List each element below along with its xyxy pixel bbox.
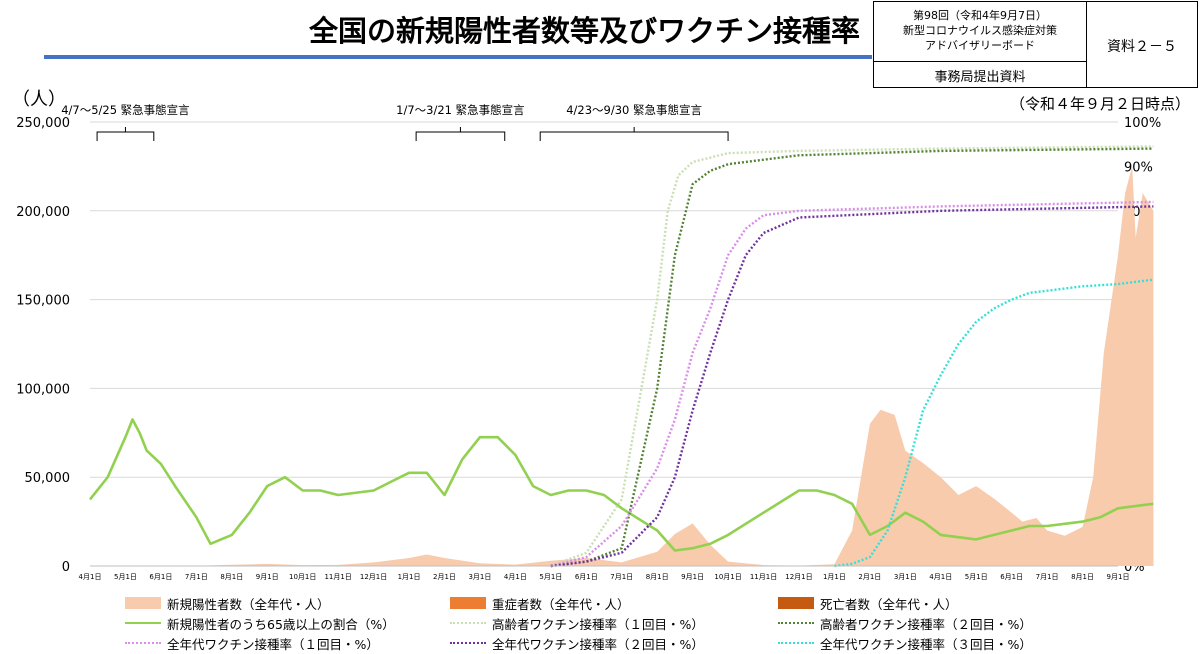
- legend-item: 重症者数（全年代・人）: [450, 593, 630, 613]
- chart-legend: 新規陽性者数（全年代・人） 重症者数（全年代・人） 死亡者数（全年代・人） 新規陽性者…: [0, 592, 1200, 654]
- legend-item: 全年代ワクチン接種率（３回目・%）: [778, 633, 1032, 653]
- y-tick-label: 150,000: [16, 294, 70, 309]
- x-tick-label: 4月1日: [79, 573, 102, 581]
- series-line: [550, 147, 1154, 568]
- x-tick-label: 1月1日: [398, 573, 421, 581]
- chart: 050,000100,000150,000200,000250,0000%10%…: [16, 103, 1161, 581]
- legend-label: 高齢者ワクチン接種率（２回目・%）: [820, 616, 1032, 632]
- series-line: [550, 200, 1154, 568]
- x-tick-label: 12月1日: [785, 573, 812, 581]
- legend-swatch: [450, 642, 486, 644]
- x-tick-label: 9月1日: [681, 573, 704, 581]
- y-axis-unit: （人）: [12, 89, 66, 110]
- x-tick-label: 3月1日: [894, 573, 917, 581]
- x-tick-label: 7月1日: [1036, 573, 1059, 581]
- legend-label: 高齢者ワクチン接種率（１回目・%）: [492, 616, 704, 632]
- x-tick-label: 2月1日: [858, 573, 881, 581]
- x-tick-label: 4月1日: [929, 573, 952, 581]
- x-tick-label: 5月1日: [114, 573, 137, 581]
- legend-label: 全年代ワクチン接種率（１回目・%）: [167, 636, 379, 652]
- x-tick-label: 9月1日: [256, 573, 279, 581]
- legend-swatch: [450, 597, 486, 609]
- series-line: [550, 205, 1154, 568]
- x-tick-label: 5月1日: [965, 573, 988, 581]
- x-tick-label: 10月1日: [714, 573, 741, 581]
- legend-item: 高齢者ワクチン接種率（１回目・%）: [450, 613, 704, 633]
- legend-swatch: [778, 597, 814, 609]
- meeting-info-line: アドバイザリーボード: [925, 39, 1035, 52]
- legend-item: 全年代ワクチン接種率（１回目・%）: [125, 633, 379, 653]
- meeting-info: 第98回（令和4年9月7日） 新型コロナウイルス感染症対策 アドバイザリーボード: [874, 2, 1087, 62]
- y2-tick-label: 100%: [1124, 116, 1161, 131]
- legend-swatch: [125, 622, 161, 624]
- title-underline: [44, 55, 872, 59]
- series-line: [550, 145, 1154, 568]
- meeting-info-line: 第98回（令和4年9月7日）: [913, 9, 1047, 22]
- legend-item: 新規陽性者のうち65歳以上の割合（%）: [125, 613, 395, 633]
- y-tick-label: 50,000: [25, 471, 71, 486]
- legend-label: 全年代ワクチン接種率（２回目・%）: [492, 636, 704, 652]
- x-tick-label: 9月1日: [1107, 573, 1130, 581]
- legend-swatch: [778, 622, 814, 624]
- legend-label: 新規陽性者数（全年代・人）: [167, 596, 330, 612]
- document-id: 資料２－５: [1107, 38, 1177, 55]
- x-tick-label: 11月1日: [750, 573, 777, 581]
- legend-swatch: [125, 642, 161, 644]
- x-tick-label: 12月1日: [360, 573, 387, 581]
- legend-item: 新規陽性者数（全年代・人）: [125, 593, 330, 613]
- x-tick-label: 6月1日: [575, 573, 598, 581]
- x-tick-label: 4月1日: [504, 573, 527, 581]
- y2-tick-label: 90%: [1124, 160, 1153, 175]
- legend-item: 高齢者ワクチン接種率（２回目・%）: [778, 613, 1032, 633]
- x-tick-label: 10月1日: [289, 573, 316, 581]
- legend-item: 死亡者数（全年代・人）: [778, 593, 958, 613]
- meeting-source: 事務局提出資料: [874, 62, 1087, 88]
- emergency-bracket: [415, 131, 506, 141]
- x-tick-label: 5月1日: [539, 573, 562, 581]
- legend-label: 重症者数（全年代・人）: [492, 596, 630, 612]
- emergency-label: 4/7～5/25 緊急事態宣言: [61, 103, 190, 117]
- legend-label: 全年代ワクチン接種率（３回目・%）: [820, 636, 1032, 652]
- legend-swatch: [450, 622, 486, 624]
- x-tick-label: 3月1日: [468, 573, 491, 581]
- x-tick-label: 6月1日: [149, 573, 172, 581]
- x-tick-label: 1月1日: [823, 573, 846, 581]
- page-title: 全国の新規陽性者数等及びワクチン接種率: [308, 14, 860, 48]
- series-line: [834, 278, 1154, 568]
- meeting-info-line: 新型コロナウイルス感染症対策: [903, 24, 1057, 37]
- emergency-bracket: [539, 131, 729, 141]
- y-tick-label: 100,000: [16, 382, 70, 397]
- legend-label: 死亡者数（全年代・人）: [820, 596, 958, 612]
- series-line: [88, 418, 1154, 552]
- y-tick-label: 200,000: [16, 205, 70, 220]
- x-tick-label: 7月1日: [185, 573, 208, 581]
- y-tick-label: 0: [62, 560, 70, 575]
- x-tick-label: 8月1日: [220, 573, 243, 581]
- x-tick-label: 11月1日: [324, 573, 351, 581]
- emergency-bracket: [96, 131, 155, 141]
- emergency-label: 4/23～9/30 緊急事態宣言: [566, 103, 702, 117]
- x-tick-label: 8月1日: [1071, 573, 1094, 581]
- x-tick-label: 2月1日: [433, 573, 456, 581]
- x-tick-label: 6月1日: [1000, 573, 1023, 581]
- legend-label: 新規陽性者のうち65歳以上の割合（%）: [167, 616, 395, 632]
- legend-item: 全年代ワクチン接種率（２回目・%）: [450, 633, 704, 653]
- legend-swatch: [125, 597, 161, 609]
- series-area: [90, 166, 1154, 566]
- legend-swatch: [778, 642, 814, 644]
- x-tick-label: 8月1日: [646, 573, 669, 581]
- x-tick-label: 7月1日: [610, 573, 633, 581]
- emergency-label: 1/7～3/21 緊急事態宣言: [396, 103, 525, 117]
- y-tick-label: 250,000: [16, 116, 70, 131]
- meeting-info-box: 第98回（令和4年9月7日） 新型コロナウイルス感染症対策 アドバイザリーボード…: [873, 1, 1198, 88]
- as-of-date: （令和４年９月２日時点）: [1009, 95, 1190, 113]
